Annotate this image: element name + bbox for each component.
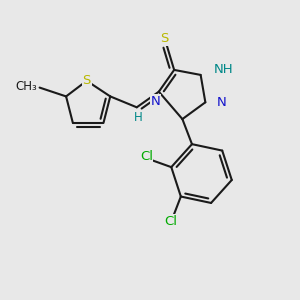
Text: Cl: Cl	[140, 150, 153, 163]
Text: H: H	[134, 111, 142, 124]
Text: NH: NH	[214, 62, 233, 76]
Text: N: N	[217, 96, 226, 109]
Text: S: S	[160, 32, 169, 46]
Text: Cl: Cl	[164, 215, 177, 228]
Text: S: S	[82, 74, 91, 87]
Text: N: N	[150, 94, 160, 108]
Text: CH₃: CH₃	[15, 80, 37, 93]
